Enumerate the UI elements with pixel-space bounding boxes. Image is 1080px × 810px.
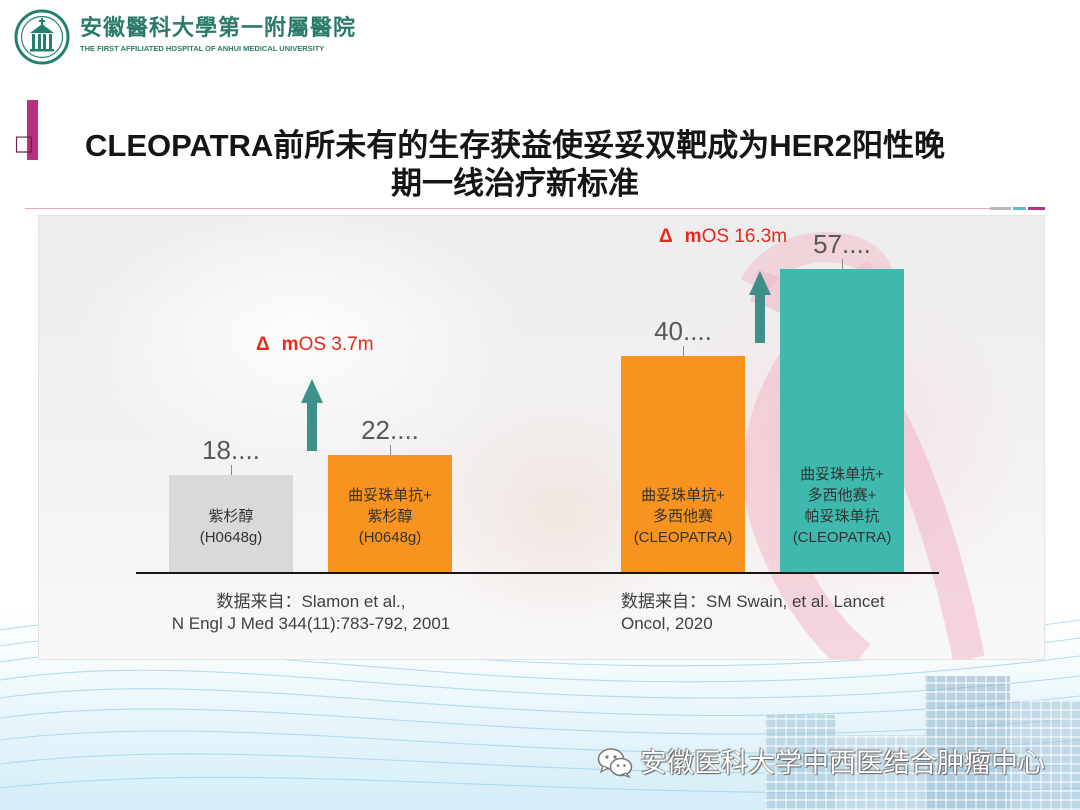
bar-category-label: 紫杉醇 (H0648g) bbox=[169, 506, 293, 548]
delta-symbol: Δ bbox=[659, 226, 673, 247]
title-accent-bar bbox=[27, 100, 38, 160]
divider-segment bbox=[1028, 207, 1045, 210]
hospital-emblem-icon bbox=[14, 9, 70, 65]
watermark-text: 安徽医科大学中西医结合肿瘤中心 bbox=[640, 748, 1045, 778]
delta-symbol: Δ bbox=[256, 334, 270, 355]
bar: 曲妥珠单抗+ 紫杉醇 (H0648g) bbox=[328, 455, 452, 573]
bar-value-label: 57.... bbox=[813, 228, 871, 259]
bar-category-label-line: 帕妥珠单抗 bbox=[804, 507, 880, 525]
bar-category-label: 曲妥珠单抗+ 紫杉醇 (H0648g) bbox=[328, 485, 452, 548]
slide-title: CLEOPATRA前所未有的生存获益使妥妥双靶成为HER2阳性晚 期一线治疗新标… bbox=[60, 127, 970, 203]
value-label-leader bbox=[231, 464, 232, 475]
hospital-name-en: THE FIRST AFFILIATED HOSPITAL OF ANHUI M… bbox=[80, 44, 325, 53]
building bbox=[1010, 700, 1080, 810]
bar-category-label: 曲妥珠单抗+ 多西他赛 (CLEOPATRA) bbox=[621, 485, 745, 548]
bullet-icon: □ bbox=[14, 131, 34, 155]
bar-category-label-line: 紫杉醇 bbox=[208, 507, 254, 525]
bar-category-label-line: 曲妥珠单抗+ bbox=[641, 486, 725, 504]
bar-category-label-line: (H0648g) bbox=[358, 528, 422, 546]
bar-category-label-line: 紫杉醇 bbox=[367, 507, 413, 525]
divider-segment bbox=[990, 207, 1011, 210]
data-source-line: Oncol, 2020 bbox=[621, 614, 713, 633]
building bbox=[765, 715, 835, 810]
value-label-leader bbox=[842, 258, 843, 269]
slide-title-line: 期一线治疗新标准 bbox=[391, 166, 639, 201]
bar-category-label-line: (H0648g) bbox=[199, 528, 263, 546]
bar: 紫杉醇 (H0648g) bbox=[169, 474, 293, 573]
title-divider bbox=[25, 208, 990, 209]
delta-value: OS 3.7m bbox=[298, 334, 374, 355]
bar-category-label-line: 曲妥珠单抗+ bbox=[348, 486, 432, 504]
data-source-line: N Engl J Med 344(11):783-792, 2001 bbox=[171, 614, 451, 633]
value-label-leader bbox=[683, 345, 684, 356]
data-source-line: 数据来自：Slamon et al., bbox=[216, 592, 406, 611]
slide-title-line: CLEOPATRA前所未有的生存获益使妥妥双靶成为HER2阳性晚 bbox=[85, 128, 945, 163]
bar-category-label-line: (CLEOPATRA) bbox=[633, 528, 733, 546]
hospital-name: 安徽醫科大學第一附屬醫院 bbox=[80, 15, 357, 41]
building bbox=[925, 676, 1010, 810]
bar-category-label-line: 多西他赛 bbox=[652, 507, 713, 525]
up-arrow-icon bbox=[749, 271, 771, 343]
bar-category-label-line: 曲妥珠单抗+ bbox=[800, 465, 884, 483]
bar-value-label: 22.... bbox=[361, 415, 419, 446]
bar-category-label-line: (CLEOPATRA) bbox=[792, 528, 892, 546]
building bbox=[835, 735, 925, 810]
delta-value: OS 16.3m bbox=[701, 226, 788, 247]
value-label-leader bbox=[390, 445, 391, 456]
wechat-icon bbox=[597, 748, 633, 779]
data-source-note: 数据来自：Slamon et al., N Engl J Med 344(11)… bbox=[131, 591, 491, 635]
bar-category-label: 曲妥珠单抗+ 多西他赛+ 帕妥珠单抗 (CLEOPATRA) bbox=[780, 464, 904, 548]
bar: 曲妥珠单抗+ 多西他赛+ 帕妥珠单抗 (CLEOPATRA) bbox=[780, 268, 904, 573]
divider-segment bbox=[1013, 207, 1026, 210]
bar-category-label-line: 多西他赛+ bbox=[807, 486, 877, 504]
data-source-note: 数据来自：SM Swain, et al. Lancet Oncol, 2020 bbox=[621, 591, 885, 635]
hospital-buildings-image bbox=[760, 668, 1080, 810]
chart-panel: 紫杉醇 (H0648g) 18.... 曲妥珠单抗+ 紫杉醇 (H0648g) 22....… bbox=[38, 215, 1045, 660]
chart-baseline bbox=[136, 572, 939, 574]
bar: 曲妥珠单抗+ 多西他赛 (CLEOPATRA) bbox=[621, 355, 745, 573]
delta-m: m bbox=[281, 334, 299, 355]
bar-value-label: 40.... bbox=[654, 315, 712, 346]
up-arrow-icon bbox=[301, 379, 323, 451]
bar-value-label: 18.... bbox=[202, 434, 260, 465]
delta-m: m bbox=[684, 226, 702, 247]
data-source-line: 数据来自：SM Swain, et al. Lancet bbox=[621, 592, 885, 611]
